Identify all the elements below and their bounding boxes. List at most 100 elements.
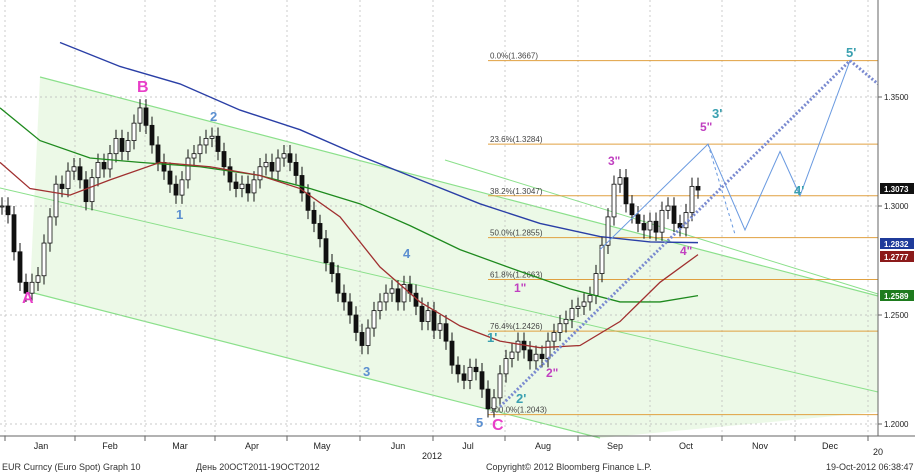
- candle-body: [359, 332, 365, 346]
- candle-body: [275, 157, 281, 172]
- x-month-label: Jun: [391, 441, 406, 451]
- candle-body: [533, 353, 539, 362]
- candle-body: [395, 288, 401, 303]
- x-month-label: Jan: [34, 441, 49, 451]
- wave-label: 4": [680, 244, 692, 258]
- candle-body: [251, 179, 257, 194]
- candle-body: [71, 166, 77, 172]
- candle-body: [647, 220, 653, 231]
- candle-body: [323, 238, 329, 264]
- candle-body: [83, 179, 89, 203]
- y-tick-label: 1.2000: [884, 420, 909, 429]
- value-tag: [880, 290, 914, 301]
- candle-body: [515, 340, 521, 353]
- candle-body: [599, 244, 605, 274]
- x-month-label: Nov: [752, 441, 769, 451]
- wave-label: 2': [516, 391, 526, 406]
- candle-body: [0, 205, 5, 208]
- candle-body: [551, 332, 557, 342]
- candle-body: [137, 107, 143, 124]
- x-month-label: Dec: [822, 441, 839, 451]
- candle-body: [587, 294, 593, 303]
- candle-body: [89, 177, 95, 203]
- candle-body: [125, 140, 131, 152]
- candle-body: [203, 138, 209, 146]
- projection-path: [599, 60, 851, 250]
- wave-label: C: [492, 417, 504, 434]
- instrument-label: EUR Curncy (Euro Spot) Graph 10: [2, 462, 141, 472]
- x-extra-tick-label: 20: [873, 447, 883, 457]
- wave-label: B: [137, 79, 149, 96]
- candle-body: [239, 183, 245, 189]
- candle-body: [443, 323, 449, 342]
- candle-body: [311, 209, 317, 224]
- wave-label: 2": [546, 366, 558, 380]
- candle-body: [695, 185, 701, 191]
- candle-body: [197, 144, 203, 155]
- value-tag: [880, 238, 914, 249]
- candle-body: [449, 340, 455, 366]
- candle-body: [557, 323, 563, 333]
- fib-level-label: 100.0%(1.2043): [490, 406, 547, 415]
- candle-body: [335, 273, 341, 294]
- fib-level-label: 38.2%(1.3047): [490, 187, 543, 196]
- wave-label: A: [22, 290, 34, 307]
- candle-body: [227, 166, 233, 183]
- x-month-label: Feb: [102, 441, 118, 451]
- candle-body: [485, 388, 491, 410]
- value-tag-label: 1.2832: [884, 240, 909, 249]
- candle-body: [269, 161, 275, 172]
- candle-body: [281, 153, 287, 159]
- wave-label: 4': [794, 183, 804, 198]
- wave-label: 1": [514, 281, 526, 295]
- candle-body: [455, 364, 461, 375]
- wave-label: 1: [176, 207, 183, 222]
- candle-body: [179, 179, 185, 196]
- value-tag: [880, 251, 914, 262]
- ma-blue-line: [59, 41, 699, 244]
- y-tick-label: 1.3000: [884, 202, 909, 211]
- candle-body: [431, 310, 437, 331]
- ma-green-line: [0, 107, 699, 303]
- wave-label: 2: [210, 109, 217, 124]
- candle-body: [101, 161, 107, 170]
- x-month-label: Jul: [462, 441, 474, 451]
- candle-body: [641, 223, 647, 231]
- candle-body: [173, 183, 179, 196]
- y-tick-label: 1.3500: [884, 93, 909, 102]
- candle-body: [383, 292, 389, 303]
- candle-body: [371, 310, 377, 329]
- candle-body: [209, 135, 215, 139]
- candle-body: [11, 214, 17, 253]
- candle-body: [689, 185, 695, 213]
- candle-body: [629, 203, 635, 216]
- candle-body: [539, 353, 545, 359]
- candle-body: [233, 181, 239, 189]
- copyright-label: Copyright© 2012 Bloomberg Finance L.P.: [486, 462, 652, 472]
- fib-level-label: 50.0%(1.2855): [490, 229, 543, 238]
- wave-label: 3": [608, 154, 620, 168]
- candle-body: [191, 153, 197, 159]
- period-label: День 20OCT2011-19OCT2012: [196, 462, 320, 472]
- candle-body: [545, 340, 551, 360]
- candle-body: [635, 214, 641, 224]
- channel-fill: [30, 77, 878, 440]
- candle-body: [329, 262, 335, 274]
- candle-body: [245, 183, 251, 194]
- candle-body: [5, 205, 11, 216]
- wave-label: 4: [403, 246, 411, 261]
- candle-body: [341, 292, 347, 303]
- candle-body: [317, 223, 323, 240]
- candle-body: [419, 305, 425, 322]
- candle-body: [107, 153, 113, 170]
- candle-body: [65, 170, 71, 189]
- candle-body: [425, 310, 431, 322]
- fib-level-label: 76.4%(1.2426): [490, 322, 543, 331]
- candle-body: [509, 351, 515, 359]
- timestamp-label: 19-Oct-2012 06:38:47: [826, 462, 914, 472]
- candle-body: [401, 284, 407, 303]
- candle-body: [257, 166, 263, 181]
- candle-body: [95, 161, 101, 179]
- fib-level-label: 23.6%(1.3284): [490, 135, 543, 144]
